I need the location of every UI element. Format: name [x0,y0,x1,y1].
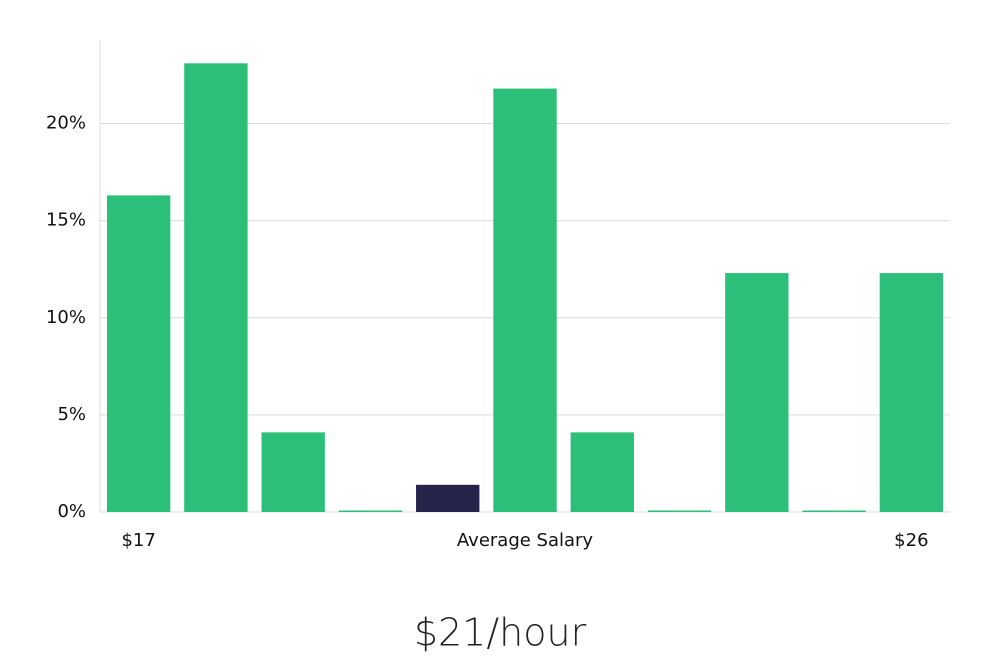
bar [338,510,403,512]
bar [261,432,325,512]
bar [879,273,944,512]
x-tick-label: $26 [894,530,928,551]
bar [106,195,171,513]
x-tick-label: $17 [121,530,155,551]
bar [570,432,634,512]
y-tick-label: 5% [57,404,86,425]
y-tick-label: 15% [46,210,86,231]
bar [647,510,712,512]
y-tick-label: 0% [57,501,86,522]
bar [416,484,480,512]
y-tick-label: 10% [46,307,86,328]
footer-salary: $21/hour [414,611,587,655]
bar [802,510,866,512]
bar [493,88,557,513]
x-tick-label: Average Salary [457,530,594,551]
y-tick-label: 20% [46,113,86,134]
bar [725,273,789,512]
bar [184,63,248,512]
